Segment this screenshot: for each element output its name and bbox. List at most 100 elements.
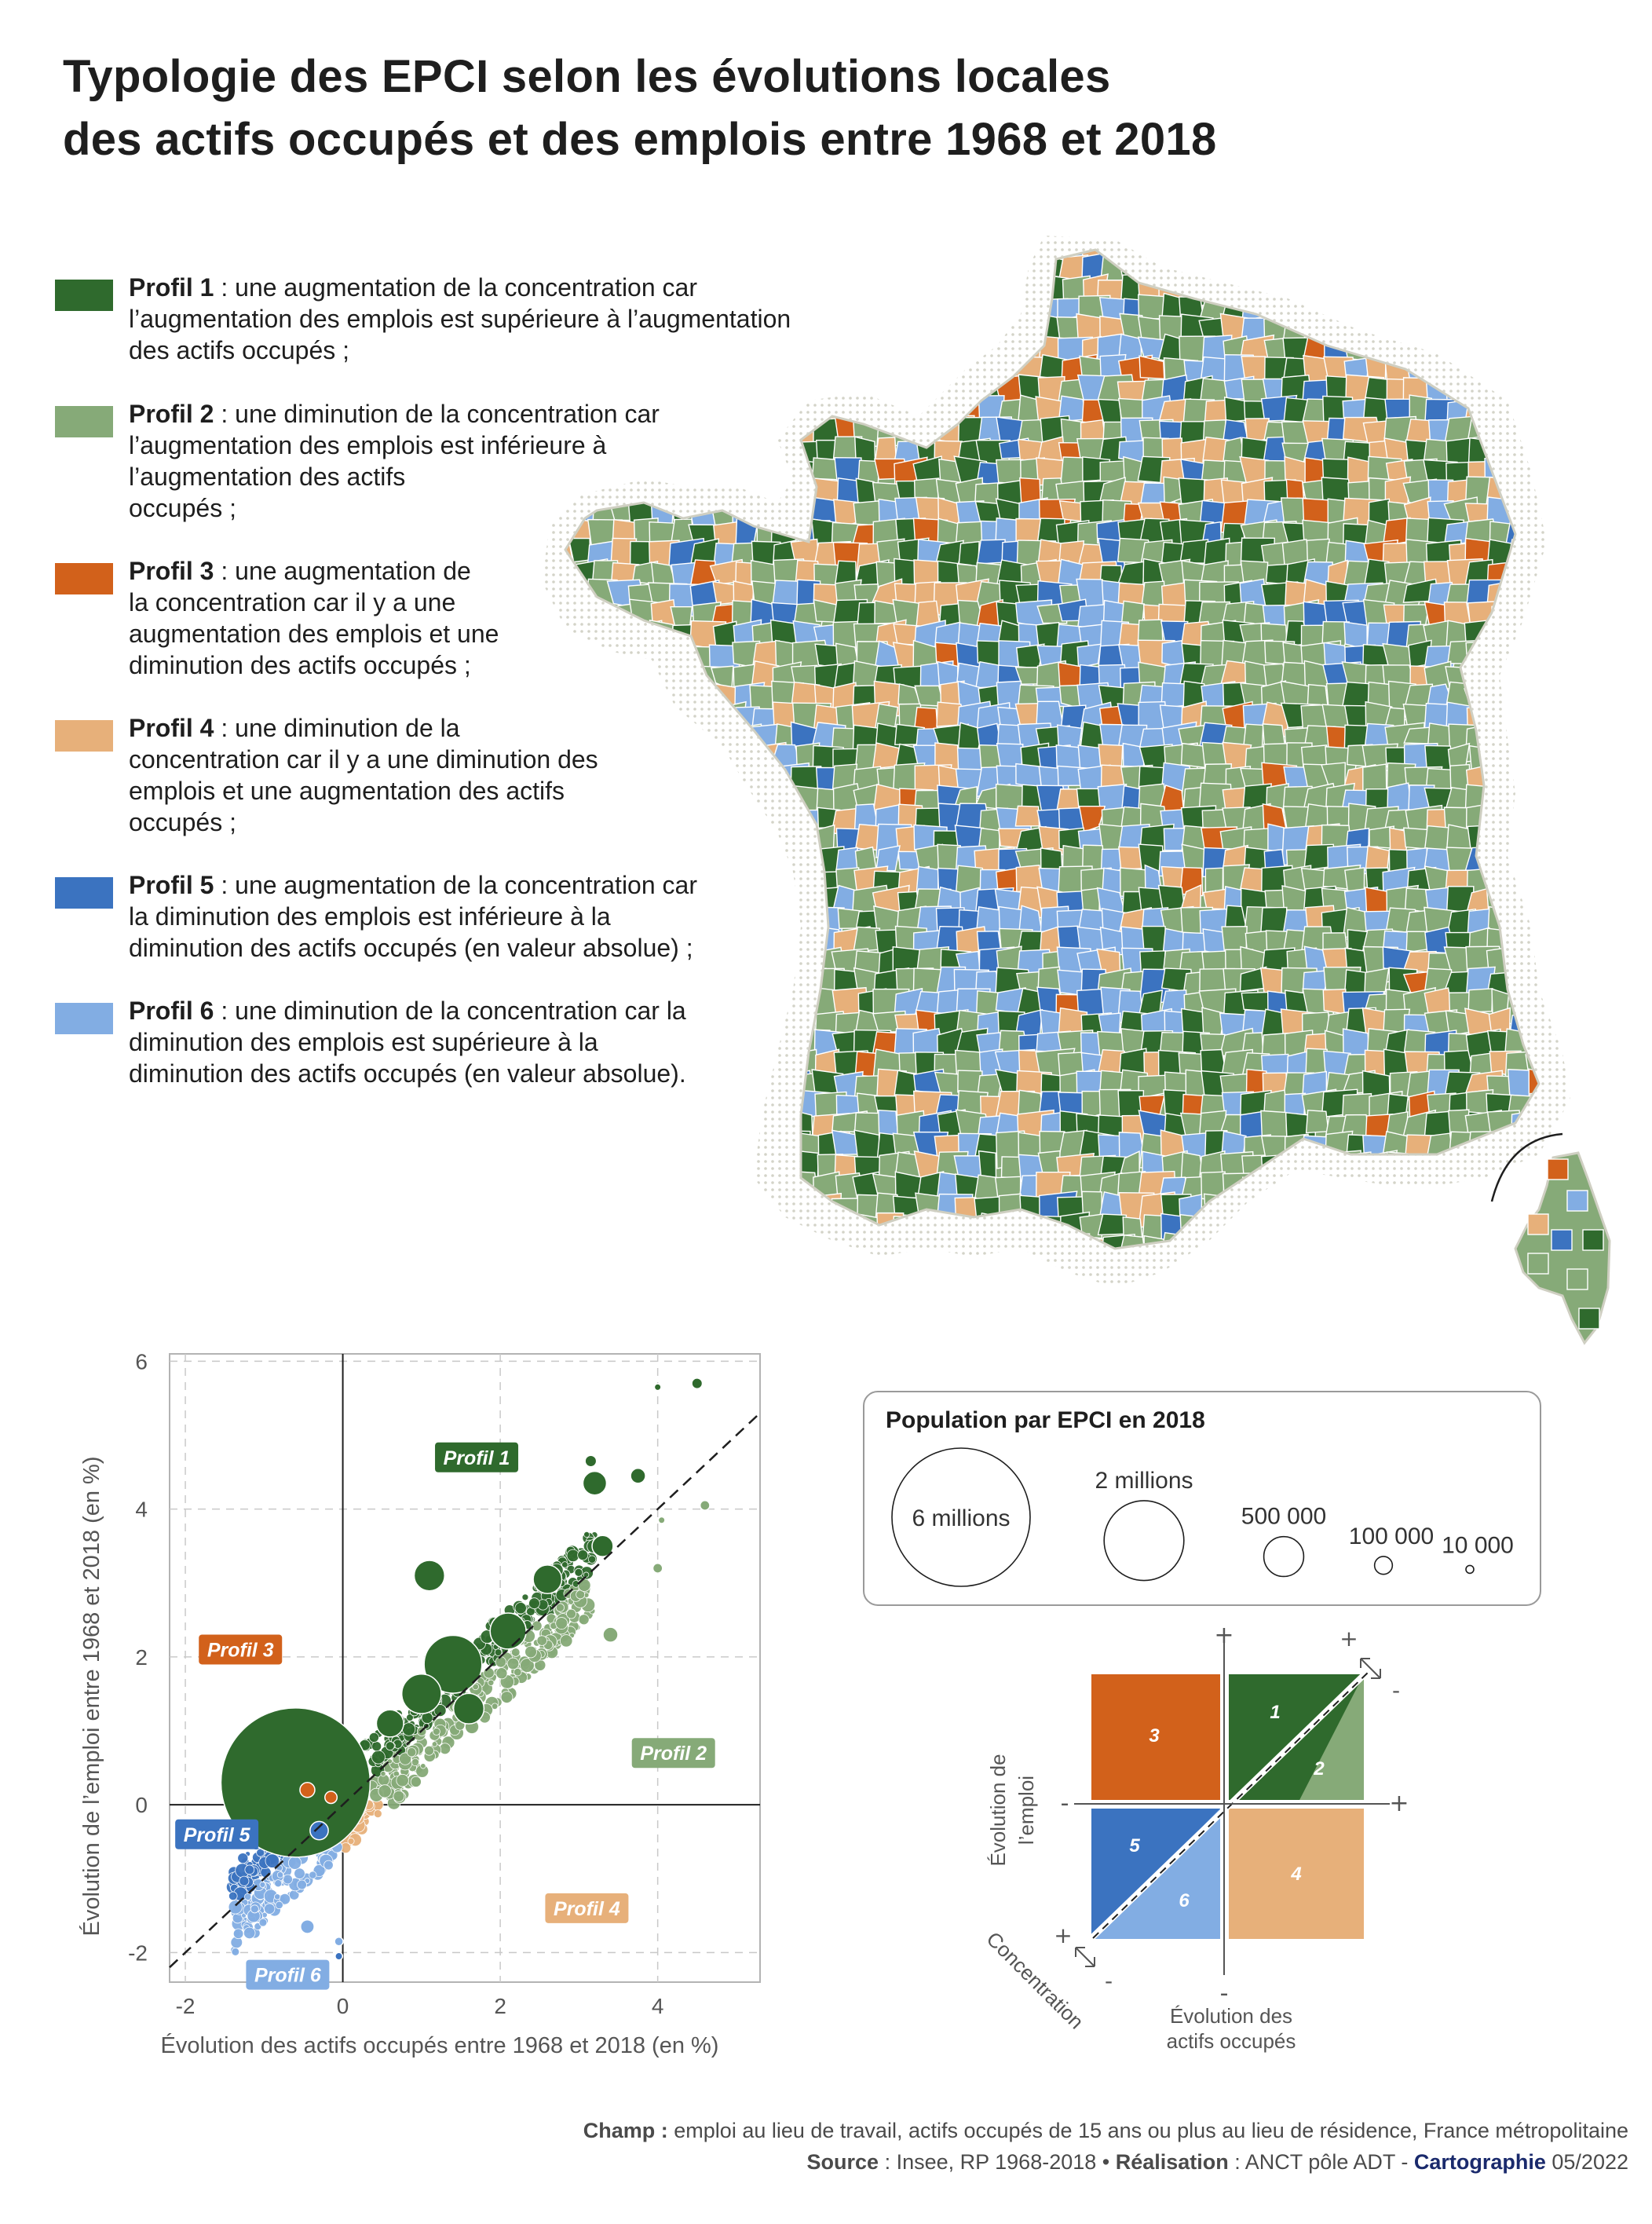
epci-cell	[631, 905, 668, 944]
epci-cell	[1548, 543, 1573, 578]
epci-cell	[1264, 253, 1297, 286]
epci-cell	[892, 257, 923, 285]
epci-cell	[568, 337, 604, 370]
epci-cell	[571, 314, 603, 347]
epci-cell	[1343, 1194, 1376, 1224]
epci-cell	[566, 742, 590, 781]
epci-cell	[587, 866, 620, 897]
scatter-point	[566, 1549, 579, 1563]
corsica-epci-cells	[1527, 1158, 1604, 1330]
epci-cell	[1259, 250, 1293, 260]
epci-cell	[629, 254, 653, 281]
epci-cell	[1525, 440, 1539, 463]
epci-cell	[653, 1071, 677, 1108]
epci-cell	[590, 1150, 623, 1191]
epci-cell	[565, 724, 580, 759]
epci-cell	[647, 1050, 682, 1077]
epci-cell	[1551, 599, 1585, 628]
epci-cell	[733, 437, 758, 467]
epci-cell	[566, 946, 597, 977]
epci-cell	[690, 398, 719, 424]
epci-cell	[672, 866, 697, 906]
epci-cell	[673, 1131, 701, 1165]
epci-cell	[1548, 824, 1581, 861]
epci-cell	[1546, 705, 1581, 731]
scatter-point	[402, 1722, 416, 1736]
population-label: 10 000	[1442, 1532, 1514, 1558]
epci-cell	[609, 1050, 639, 1082]
epci-cell	[711, 377, 744, 412]
epci-cell	[1303, 1213, 1343, 1249]
epci-cell	[1403, 315, 1439, 342]
epci-cell	[590, 766, 620, 792]
population-label: 2 millions	[1095, 1468, 1193, 1494]
epci-cell	[756, 1213, 781, 1248]
swatch-profil-4	[55, 720, 113, 752]
epci-cell	[565, 1215, 579, 1246]
epci-cell	[1464, 275, 1496, 310]
y-tick-label: 4	[135, 1498, 148, 1522]
epci-cell	[1550, 622, 1573, 653]
legend-line: diminution des actifs occupés (en valeur…	[129, 934, 693, 962]
epci-cell	[587, 250, 628, 269]
epci-cell	[708, 435, 741, 463]
epci-cell	[769, 905, 803, 942]
scatter-point-large	[532, 1564, 563, 1594]
epci-cell	[567, 1050, 596, 1085]
population-circle	[1465, 1564, 1475, 1575]
epci-cell	[670, 907, 697, 945]
epci-cell	[590, 459, 619, 491]
epci-cell	[933, 294, 972, 332]
epci-cell	[974, 254, 1003, 282]
epci-cell	[1324, 1256, 1352, 1286]
epci-cell	[634, 806, 654, 838]
scatter-point	[276, 1871, 284, 1878]
scatter-point	[521, 1593, 529, 1601]
epci-cell	[1079, 1213, 1104, 1239]
scatter-point	[323, 1860, 334, 1871]
scatter-point	[259, 1881, 266, 1888]
epci-cell	[565, 865, 585, 902]
epci-cell	[1303, 1257, 1336, 1290]
epci-cell	[1506, 1176, 1533, 1209]
scatter-point	[407, 1747, 417, 1758]
epci-cell	[566, 1152, 601, 1176]
epci-cell	[669, 946, 705, 978]
epci-cell	[751, 295, 789, 320]
epci-cell	[1341, 250, 1376, 262]
epci-cell	[630, 1152, 662, 1177]
corsica-epci-cell	[1578, 1308, 1600, 1330]
epci-cell	[1529, 295, 1539, 322]
epci-cell	[708, 353, 745, 391]
epci-cell	[606, 1170, 645, 1204]
minus-diag-top: -	[1392, 1677, 1400, 1703]
epci-cell	[651, 1256, 678, 1287]
epci-cell	[669, 1007, 704, 1044]
epci-cell	[750, 823, 777, 854]
epci-cell	[813, 358, 845, 390]
epci-cell	[627, 338, 660, 358]
epci-cell	[565, 437, 576, 466]
scatter-point	[424, 1745, 434, 1756]
corsica-epci-cell	[1547, 1158, 1569, 1180]
epci-cell	[1489, 1231, 1516, 1249]
epci-cell	[750, 971, 788, 1001]
epci-cell	[648, 313, 689, 349]
scatter-point	[411, 1758, 420, 1766]
epci-cell	[633, 374, 669, 412]
epci-cell	[795, 315, 829, 353]
epci-cell	[648, 437, 687, 474]
epci-cell	[1282, 1191, 1314, 1220]
epci-cell	[587, 437, 622, 477]
epci-cell	[1486, 257, 1520, 279]
epci-cell	[1489, 1255, 1513, 1292]
epci-cell	[713, 887, 735, 921]
region-label-bg	[545, 1893, 629, 1923]
epci-cell	[586, 1094, 613, 1127]
epci-cell	[689, 1133, 723, 1158]
epci-cell	[1182, 250, 1204, 258]
epci-cell	[689, 864, 724, 894]
epci-cell	[607, 1194, 647, 1224]
epci-cell	[1526, 686, 1539, 720]
epci-cell	[606, 335, 641, 373]
